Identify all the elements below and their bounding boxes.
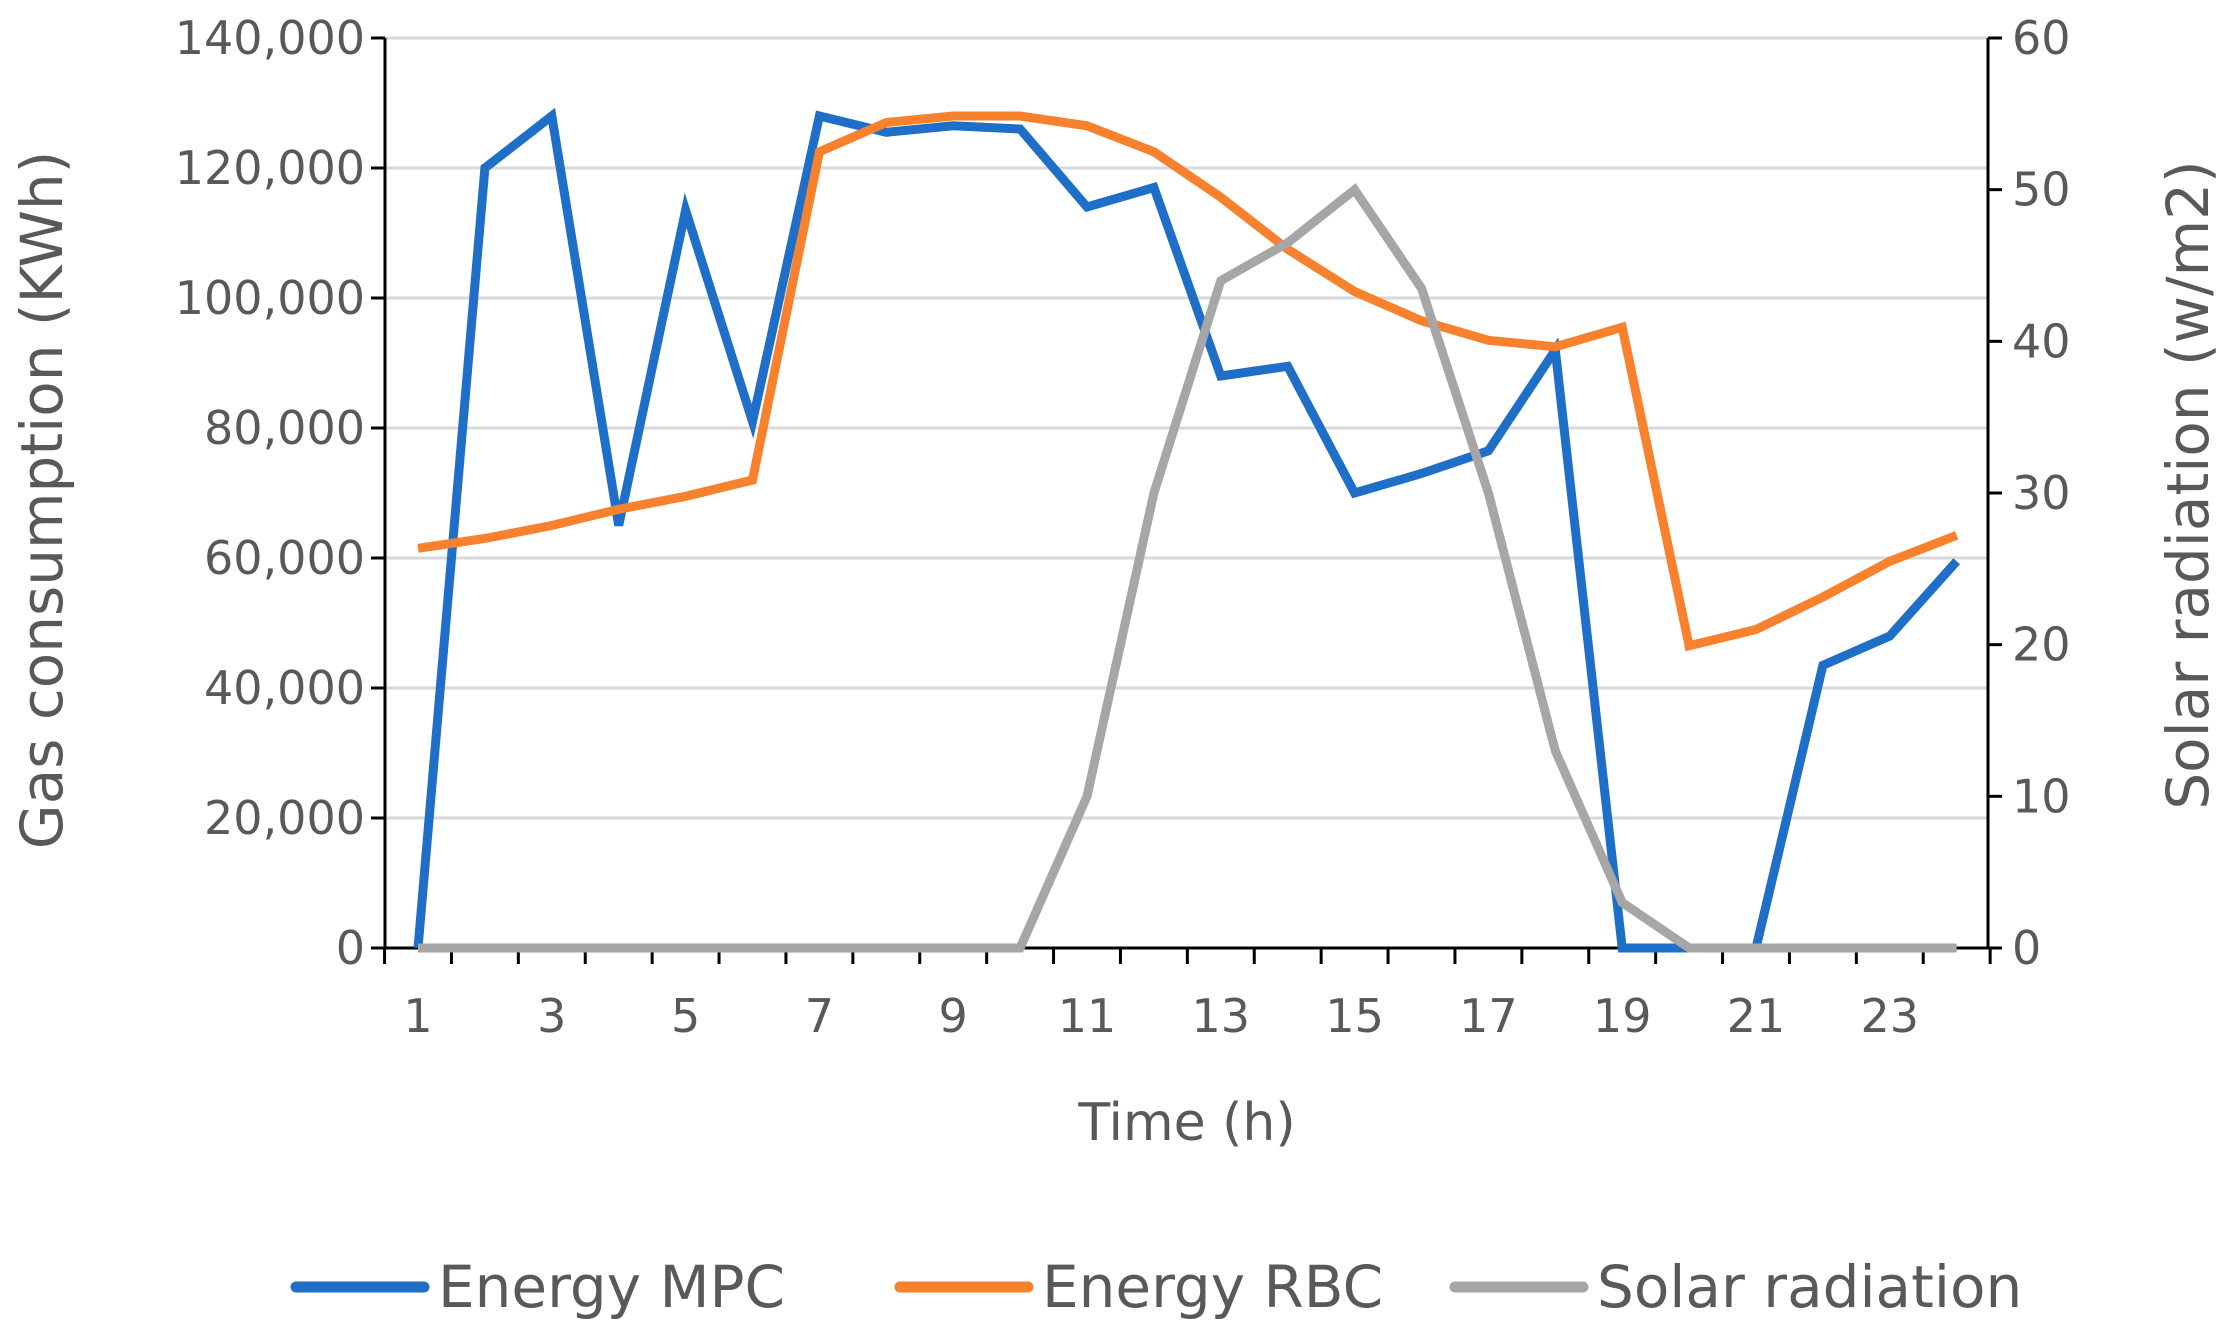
x-tick-label: 13 — [1192, 989, 1251, 1043]
y2-tick-label: 40 — [2012, 314, 2071, 368]
y-axis-ticks: 0 20,000 40,000 60,000 80,000 100,000 120,000 1… — [175, 11, 385, 975]
x-tick-label: 23 — [1861, 989, 1920, 1043]
series-line-energy-mpc — [413, 107, 1961, 953]
x-tick-label: 1 — [403, 989, 432, 1043]
y-tick-label: 120,000 — [175, 141, 365, 195]
y-tick-label: 100,000 — [175, 271, 365, 325]
legend-label-energy-mpc: Energy MPC — [438, 1253, 785, 1321]
x-tick-label: 9 — [939, 989, 968, 1043]
x-tick-label: 11 — [1058, 989, 1117, 1043]
x-axis-ticks: 1 3 5 7 9 11 13 15 17 19 21 23 — [383, 948, 1992, 1043]
series-line-solar-radiation — [418, 183, 1957, 953]
legend-label-energy-rbc: Energy RBC — [1042, 1253, 1383, 1321]
x-tick-label: 17 — [1459, 989, 1518, 1043]
y-tick-label: 140,000 — [175, 11, 365, 65]
y-tick-label: 0 — [336, 921, 365, 975]
y-tick-label: 80,000 — [204, 401, 365, 455]
legend: Energy MPC Energy RBC Solar radiation — [290, 1253, 2022, 1321]
y2-tick-label: 30 — [2012, 466, 2071, 520]
series-lines — [413, 107, 1961, 953]
x-axis-title: Time (h) — [1077, 1093, 1295, 1153]
y2-axis-title: Solar radiation (w/m2) — [2154, 160, 2222, 809]
y-tick-label: 20,000 — [204, 791, 365, 845]
x-tick-label: 21 — [1727, 989, 1786, 1043]
x-tick-label: 15 — [1325, 989, 1384, 1043]
y2-axis-ticks: 0 10 20 30 40 50 60 — [1988, 11, 2071, 975]
y2-tick-label: 20 — [2012, 618, 2071, 672]
y-tick-label: 60,000 — [204, 531, 365, 585]
y2-tick-label: 60 — [2012, 11, 2071, 65]
series-line-energy-rbc — [417, 111, 1959, 652]
y-axis-title: Gas consumption (KWh) — [8, 151, 76, 849]
y2-tick-label: 50 — [2012, 163, 2071, 217]
y-tick-label: 40,000 — [204, 661, 365, 715]
legend-label-solar-radiation: Solar radiation — [1597, 1253, 2022, 1321]
x-tick-label: 5 — [671, 989, 700, 1043]
x-tick-label: 19 — [1593, 989, 1652, 1043]
gridlines — [385, 36, 1988, 820]
x-tick-label: 3 — [537, 989, 566, 1043]
y2-tick-label: 10 — [2012, 769, 2071, 823]
x-tick-label: 7 — [805, 989, 834, 1043]
y2-tick-label: 0 — [2012, 921, 2041, 975]
